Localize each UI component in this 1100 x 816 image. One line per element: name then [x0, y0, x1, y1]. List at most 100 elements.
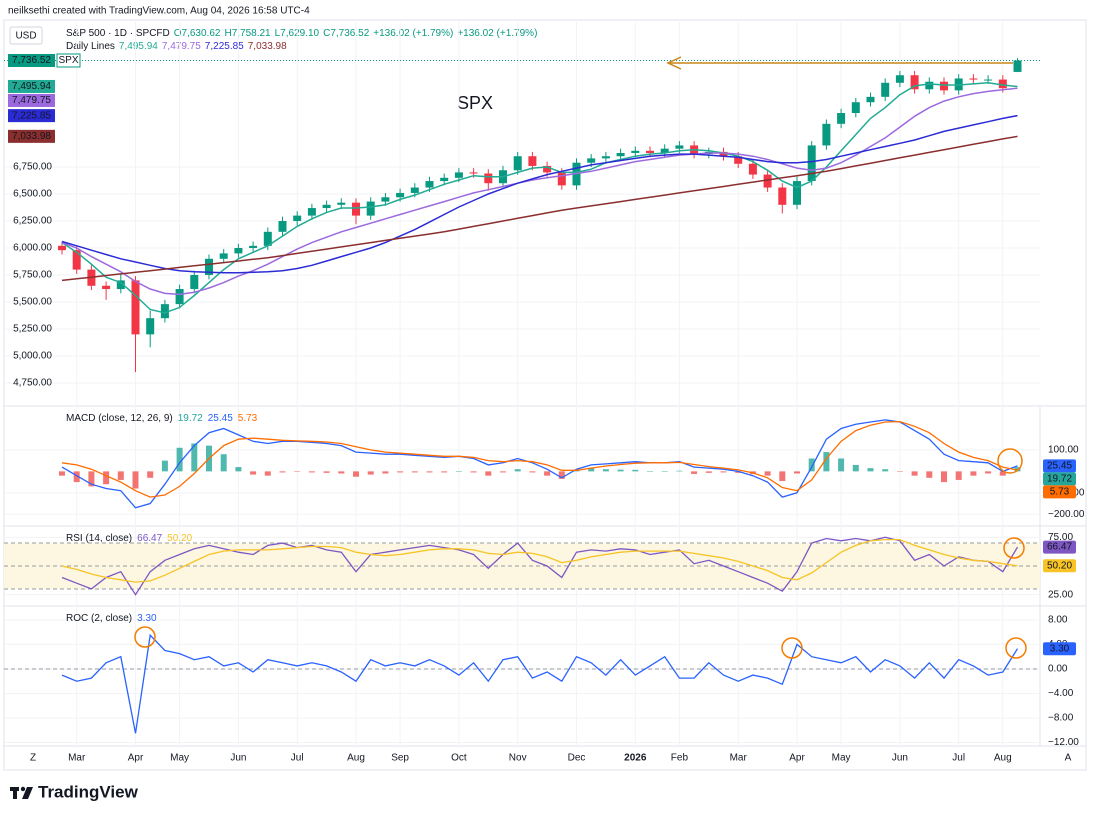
candle-body — [587, 158, 596, 163]
value-tag — [1043, 540, 1076, 554]
moving-average — [61, 135, 1018, 282]
histogram-bar — [602, 469, 609, 472]
y-tick-label: −4.00 — [1048, 688, 1074, 699]
histogram-bar — [896, 471, 903, 472]
candle-body — [998, 79, 1007, 89]
histogram-bar — [1014, 467, 1021, 472]
candle-body — [381, 197, 390, 202]
histogram-bar — [838, 458, 845, 472]
y-tick-label: 100.00 — [1048, 445, 1079, 456]
scale-button[interactable]: Z — [30, 753, 36, 764]
histogram-bar — [397, 471, 404, 473]
currency[interactable]: USD — [15, 31, 36, 42]
candle-body — [910, 75, 919, 90]
candle-body — [601, 156, 610, 159]
x-tick-label: Aug — [347, 753, 365, 764]
histogram-bar — [661, 471, 668, 472]
y-tick-label: 5,250.00 — [13, 324, 52, 335]
indicator-title: MACD (close, 12, 26, 9) — [66, 413, 173, 424]
histogram-bar — [529, 471, 536, 473]
candle-body — [837, 113, 846, 124]
price-tag-label: 7,495.94 — [12, 81, 51, 92]
logo-part — [22, 787, 33, 799]
moving-average — [61, 82, 1018, 314]
price-tag — [8, 93, 55, 107]
histogram-bar — [132, 471, 139, 489]
symbol: S&P 500 · 1D · SPCFD — [66, 28, 170, 39]
x-tick-label: 2026 — [624, 753, 647, 764]
histogram-bar — [264, 471, 271, 476]
candle-body — [881, 82, 890, 97]
x-tick-label: Mar — [68, 753, 86, 764]
candle-body — [307, 208, 316, 216]
candle-body — [763, 174, 772, 188]
line-value: 7,225.85 — [205, 41, 244, 52]
y-tick-label: −12.00 — [1048, 737, 1079, 748]
histogram-bar — [544, 471, 551, 476]
indicator-line — [61, 633, 1019, 734]
auto-button[interactable]: A — [1065, 753, 1072, 764]
candle-body — [116, 280, 125, 290]
histogram-bar — [88, 471, 95, 487]
lines-legend: Daily Lines 7,495.94 7,479.75 7,225.85 7,033… — [66, 41, 287, 52]
currency-box[interactable] — [9, 26, 43, 45]
histogram-bar — [353, 471, 359, 477]
candle-body — [58, 245, 66, 251]
annotation-arrowhead — [666, 56, 682, 70]
indicator-value: 19.72 — [178, 413, 203, 424]
candle-body — [734, 156, 743, 164]
histogram-bar — [852, 464, 859, 472]
annotation-circle — [1005, 637, 1027, 659]
candle-body — [660, 148, 669, 153]
candle-body — [322, 204, 331, 209]
y-tick-label: 6,250.00 — [13, 216, 52, 227]
candle-body — [616, 152, 625, 157]
histogram-bar — [455, 471, 462, 472]
candle-body — [866, 96, 875, 103]
candle-body — [263, 231, 272, 246]
value-tag — [1043, 472, 1076, 486]
histogram-bar — [220, 454, 227, 472]
candle-body — [131, 280, 140, 335]
y-tick-label: −200.00 — [1048, 509, 1085, 520]
histogram-bar — [176, 447, 183, 472]
histogram-bar — [779, 471, 786, 482]
price-tag-label: 7,033.98 — [12, 131, 51, 142]
price-tag-label: 7,225.85 — [12, 110, 51, 121]
histogram-bar — [970, 471, 977, 476]
price-tag — [8, 129, 55, 143]
candle-body — [646, 150, 654, 153]
candle-body — [984, 79, 993, 81]
candle-body — [719, 151, 728, 157]
symbol-tag-label: SPX — [58, 55, 78, 66]
histogram-bar — [823, 452, 830, 472]
value-tag — [1043, 642, 1076, 656]
x-tick-label: Oct — [451, 753, 467, 764]
histogram-bar — [867, 468, 874, 472]
candle-body — [102, 285, 111, 290]
candle-body — [190, 274, 199, 290]
candle-body — [469, 172, 478, 174]
histogram-bar — [720, 471, 727, 473]
histogram-bar — [441, 471, 448, 473]
price-tag — [8, 53, 55, 67]
histogram-bar — [514, 469, 521, 472]
symbol-legend: S&P 500 · 1D · SPCFDO7,630.62H7,758.21L7… — [66, 28, 537, 39]
histogram-bar — [794, 471, 800, 474]
x-tick-label: Dec — [568, 753, 586, 764]
y-tick-label: 8.00 — [1048, 615, 1068, 626]
y-tick-label: 25.00 — [1048, 589, 1073, 600]
ohlc-value: +136.02 (+1.79%) — [457, 28, 537, 39]
histogram-bar — [294, 471, 301, 472]
candle-body — [675, 145, 684, 149]
candle-body — [234, 247, 243, 254]
candle-body — [249, 245, 258, 248]
histogram-bar — [250, 471, 257, 475]
ohlc-value: O7,630.62 — [174, 28, 221, 39]
histogram-bar — [999, 471, 1006, 476]
line-value: 7,479.75 — [162, 41, 201, 52]
histogram-bar — [73, 471, 80, 483]
histogram-bar — [558, 471, 565, 479]
candle-body — [337, 202, 346, 205]
